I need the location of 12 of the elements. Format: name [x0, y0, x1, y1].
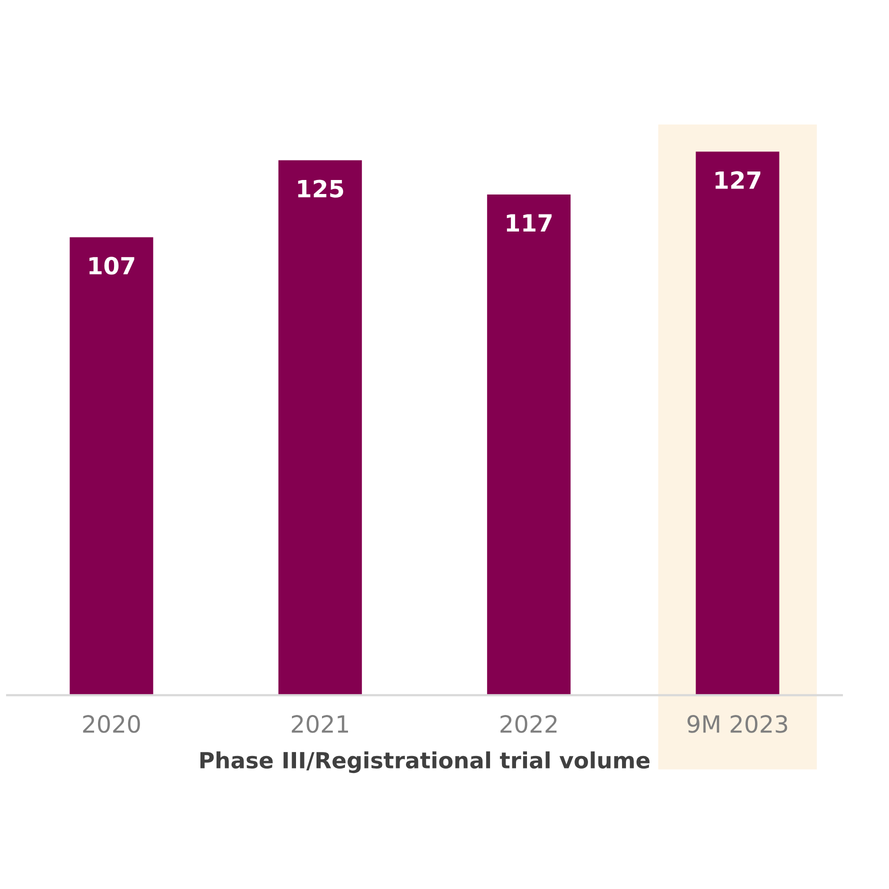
data-label: 117 — [506, 214, 552, 232]
bar — [70, 237, 154, 696]
data-label: 107 — [89, 256, 134, 275]
x-tick-label: 2022 — [500, 715, 557, 733]
x-tick-label: 2020 — [83, 715, 140, 733]
data-label: 125 — [298, 180, 344, 198]
bar — [278, 160, 362, 696]
x-axis-title: Phase III/Registrational trial volume — [200, 751, 650, 774]
x-tick-label: 9M 2023 — [688, 715, 788, 733]
x-tick-label: 2021 — [292, 715, 348, 733]
bar — [487, 194, 571, 696]
data-label: 127 — [716, 171, 760, 189]
